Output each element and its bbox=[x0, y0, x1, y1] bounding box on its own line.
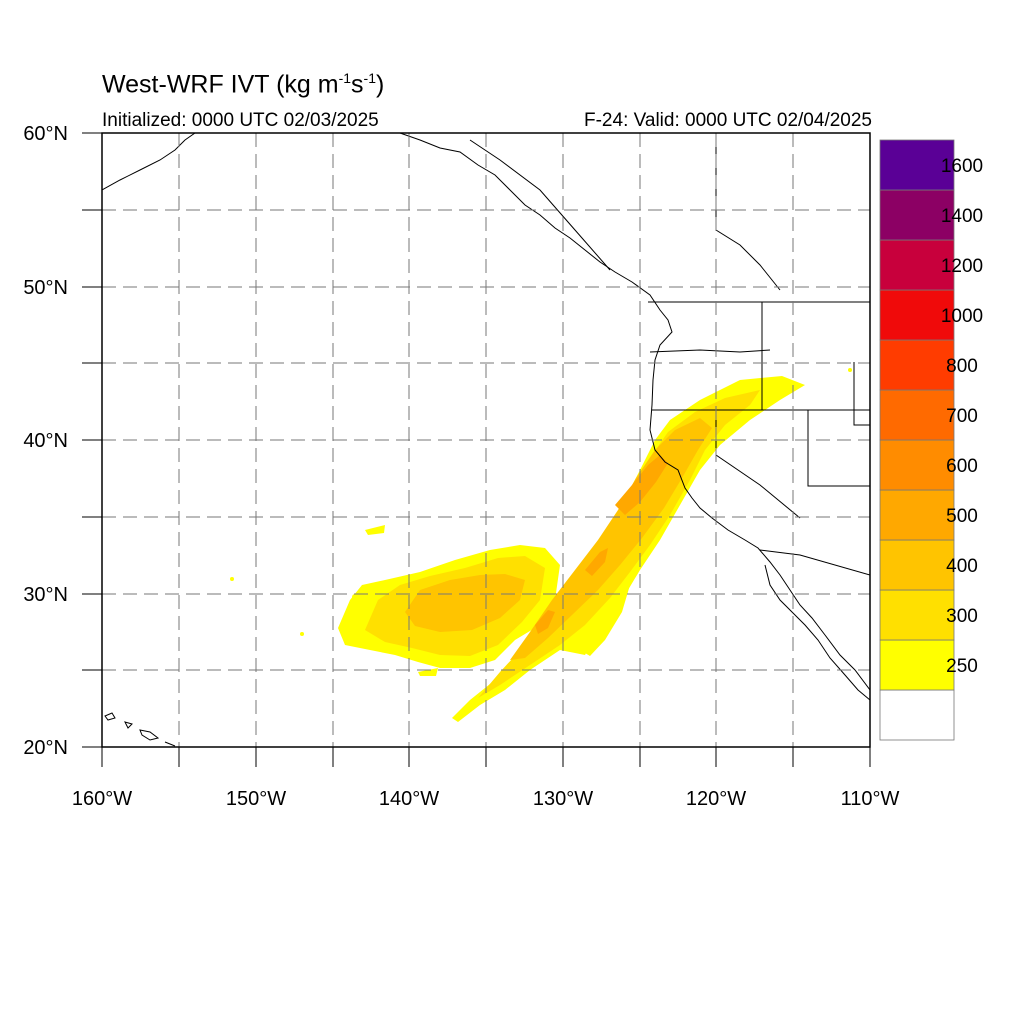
lat-label-20: 20°N bbox=[23, 737, 68, 759]
colorbar-label: 800 bbox=[946, 356, 978, 377]
colorbar: 250 300 400 500 600 700 800 1000 1200 1400 1600 bbox=[879, 139, 983, 741]
colorbar-swatch bbox=[879, 289, 955, 341]
border-az-nm bbox=[807, 410, 870, 487]
colorbar-label: 700 bbox=[946, 406, 978, 427]
colorbar-swatch bbox=[879, 589, 955, 641]
colorbar-swatch bbox=[879, 689, 955, 741]
coastline-north-america bbox=[399, 133, 870, 691]
coast-canada-inland bbox=[715, 133, 781, 291]
coastline-baja bbox=[764, 564, 870, 701]
coastline-hawaii bbox=[104, 712, 176, 747]
ivt-500-core bbox=[615, 455, 668, 515]
colorbar-label: 1400 bbox=[941, 206, 983, 227]
colorbar-label: 600 bbox=[946, 456, 978, 477]
colorbar-swatch bbox=[879, 489, 955, 541]
ivt-500-core bbox=[585, 548, 608, 576]
ivt-400-plume bbox=[405, 574, 525, 632]
colorbar-swatch bbox=[879, 239, 955, 291]
colorbar-label: 1200 bbox=[941, 256, 983, 277]
ivt-500-core bbox=[535, 610, 555, 634]
lon-labels: 160°W 150°W 140°W 130°W 120°W 110°W bbox=[72, 788, 900, 810]
lon-label-110w: 110°W bbox=[841, 788, 900, 810]
colorbar-swatch bbox=[879, 639, 955, 691]
colorbar-swatch bbox=[879, 139, 955, 191]
ivt-250-fragment bbox=[580, 585, 630, 656]
lat-label-40: 40°N bbox=[23, 430, 68, 452]
ivt-250-fragment bbox=[365, 525, 385, 535]
colorbar-swatch bbox=[879, 389, 955, 441]
colorbar-label: 400 bbox=[946, 556, 978, 577]
ivt-250-fragment bbox=[300, 632, 304, 636]
colorbar-label: 250 bbox=[946, 656, 978, 677]
ivt-400-region bbox=[510, 418, 712, 660]
lon-label-160w: 160°W bbox=[72, 788, 132, 810]
lon-label-150w: 150°W bbox=[226, 788, 286, 810]
valid-time-label: F-24: Valid: 0000 UTC 02/04/2025 bbox=[584, 110, 872, 131]
border-inner-west bbox=[853, 362, 870, 426]
colorbar-label: 1600 bbox=[941, 156, 983, 177]
lat-label-30: 30°N bbox=[23, 584, 68, 606]
ivt-250-fragment bbox=[230, 577, 234, 581]
colorbar-label: 1000 bbox=[941, 306, 983, 327]
colorbar-swatch bbox=[879, 439, 955, 491]
lat-label-50: 50°N bbox=[23, 277, 68, 299]
colorbar-label: 500 bbox=[946, 506, 978, 527]
lat-label-60: 60°N bbox=[23, 123, 68, 145]
ivt-250-fragment bbox=[848, 368, 852, 372]
border-ak-bc bbox=[469, 139, 611, 271]
tick-marks bbox=[82, 132, 871, 767]
lat-labels: 60°N 50°N 40°N 30°N 20°N bbox=[23, 123, 68, 759]
border-state-wa-or bbox=[649, 349, 771, 353]
ivt-250-fragment bbox=[352, 594, 358, 600]
lon-label-130w: 130°W bbox=[533, 788, 593, 810]
colorbar-label: 300 bbox=[946, 606, 978, 627]
border-mexico bbox=[759, 549, 870, 576]
lon-label-120w: 120°W bbox=[686, 788, 746, 810]
colorbar-swatch bbox=[879, 189, 955, 241]
ivt-250-fragment bbox=[418, 668, 438, 676]
lon-label-140w: 140°W bbox=[379, 788, 439, 810]
map-title: West-WRF IVT (kg m-1s-1) bbox=[102, 70, 385, 99]
colorbar-swatch bbox=[879, 339, 955, 391]
colorbar-swatch bbox=[879, 539, 955, 591]
ivt-shading bbox=[230, 368, 852, 722]
init-time-label: Initialized: 0000 UTC 02/03/2025 bbox=[102, 110, 379, 131]
coastline-alaska bbox=[102, 133, 196, 191]
gridlines bbox=[102, 133, 870, 747]
